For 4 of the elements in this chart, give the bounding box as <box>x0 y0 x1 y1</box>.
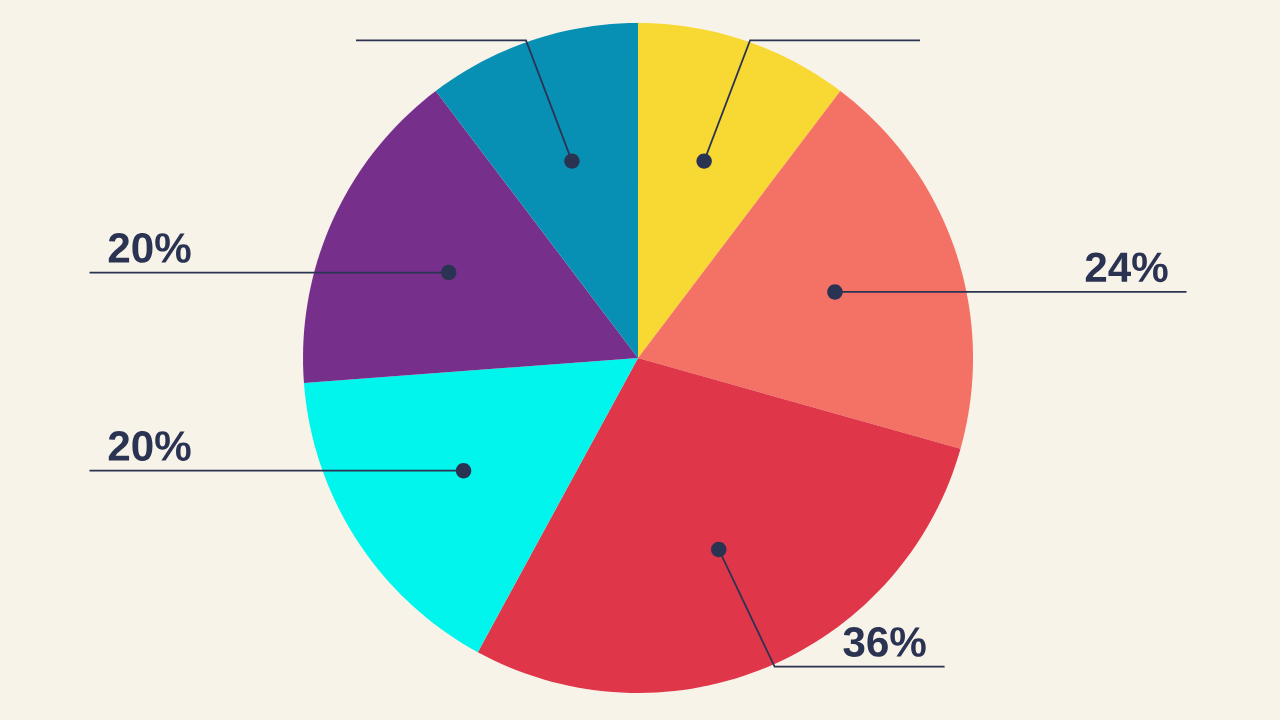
data-label: 24% <box>1085 252 1168 283</box>
data-label: 36% <box>843 627 926 657</box>
data-label: 20% <box>108 431 191 461</box>
data-label: 20% <box>108 233 191 263</box>
